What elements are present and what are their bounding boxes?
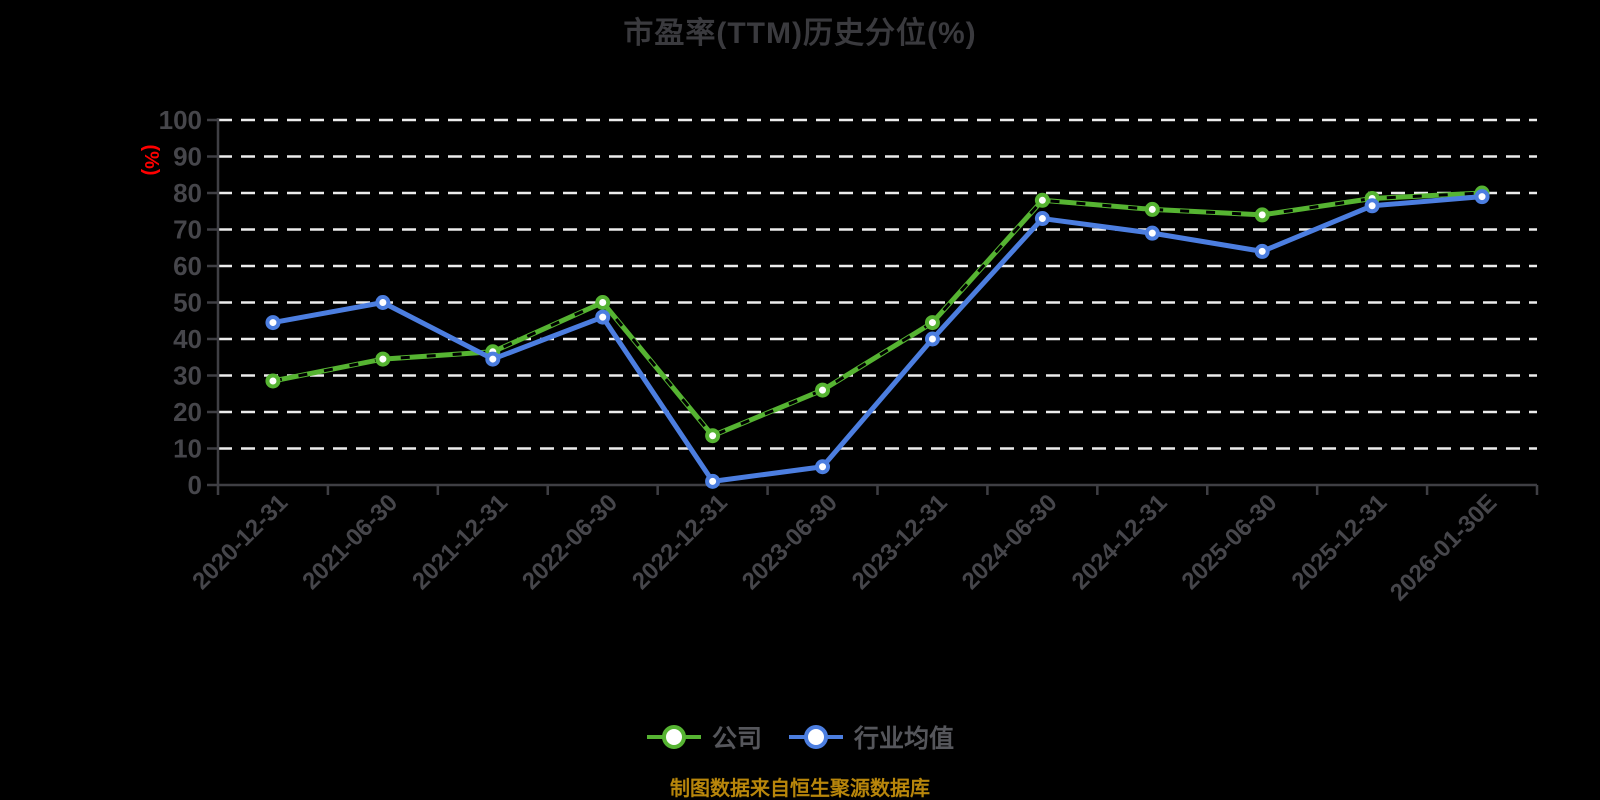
legend: 公司 行业均值 [0,712,1600,762]
x-tick-label: 2025-06-30 [1177,489,1283,595]
chart-title: 市盈率(TTM)历史分位(%) [623,17,977,50]
series-point-industry-average-8[interactable] [1144,225,1160,241]
series-point-industry-average-6[interactable] [924,331,940,347]
x-tick-label: 2021-12-31 [407,489,513,595]
x-tick-label: 2020-12-31 [187,489,293,595]
legend-item-industry-average[interactable]: 行业均值 [788,719,954,755]
x-tick-label: 2022-06-30 [517,489,623,595]
x-tick-label: 2024-12-31 [1067,489,1173,595]
series-point-industry-average-11[interactable] [1474,189,1490,205]
x-tick-label: 2026-01-30E [1385,489,1502,606]
y-tick-label: 70 [173,215,202,245]
y-tick-label: 40 [173,324,202,354]
series-point-industry-average-7[interactable] [1034,211,1050,227]
y-tick-label: 20 [173,397,202,427]
legend-marker-industry-average [789,725,843,749]
x-tick-label: 2021-06-30 [297,489,403,595]
y-axis-unit-label: (%) [140,144,162,175]
y-tick-label: 50 [173,288,202,318]
x-tick-label: 2024-06-30 [957,489,1063,595]
series-point-industry-average-3[interactable] [595,309,611,325]
series-point-industry-average-1[interactable] [375,295,391,310]
series-point-industry-average-4[interactable] [705,473,721,489]
y-tick-label: 100 [159,105,202,135]
series-point-industry-average-5[interactable] [815,459,831,475]
series-point-company-9[interactable] [1254,207,1270,223]
legend-label-industry-average: 行业均值 [854,725,955,753]
x-tick-label: 2023-12-31 [847,489,953,595]
series-point-company-0[interactable] [265,373,281,389]
series-point-industry-average-10[interactable] [1364,198,1380,214]
series-point-company-7[interactable] [1034,192,1050,208]
series-line-company [272,190,1483,439]
y-tick-label: 80 [173,178,202,208]
series-line-industry-average [272,194,1483,484]
y-tick-label: 30 [173,361,202,391]
data-source-caption: 制图数据来自恒生聚源数据库 [670,778,930,800]
series-point-company-1[interactable] [375,351,391,367]
series-point-company-4[interactable] [705,428,721,444]
series-point-industry-average-2[interactable] [485,351,501,367]
y-tick-label: 90 [173,142,202,172]
series-point-company-6[interactable] [924,315,940,331]
y-tick-label: 60 [173,251,202,281]
legend-marker-company [646,725,701,749]
series-point-industry-average-0[interactable] [265,315,281,331]
series-point-company-3[interactable] [595,295,611,310]
y-tick-label: 10 [173,434,202,464]
x-tick-label: 2025-12-31 [1286,489,1392,595]
legend-item-company[interactable]: 公司 [646,719,762,755]
y-tick-label: 0 [188,470,202,500]
x-tick-label: 2023-06-30 [737,489,843,595]
legend-label-company: 公司 [711,725,762,753]
x-tick-label: 2022-12-31 [627,489,733,595]
series-point-company-8[interactable] [1144,201,1160,217]
series-point-industry-average-9[interactable] [1254,243,1270,259]
series-point-company-5[interactable] [815,382,831,398]
